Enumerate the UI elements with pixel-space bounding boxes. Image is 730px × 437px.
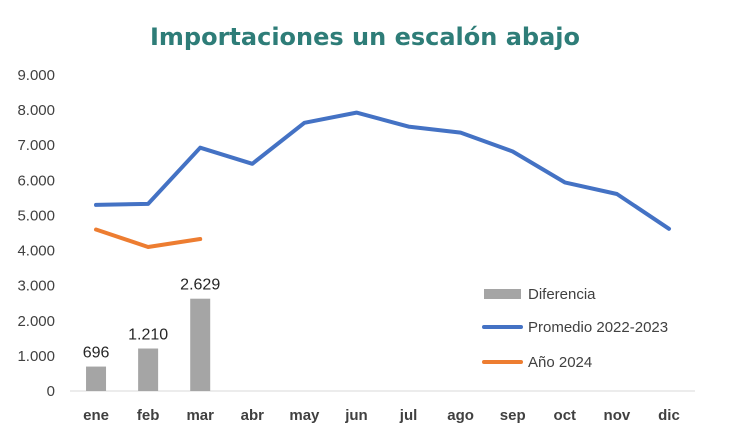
data-label: 2.629 <box>180 277 220 294</box>
x-tick-label: mar <box>186 407 214 424</box>
x-tick-label: sep <box>500 407 526 424</box>
y-tick-label: 1.000 <box>17 348 55 365</box>
x-tick-label: oct <box>554 407 577 424</box>
x-tick-label: dic <box>658 407 680 424</box>
data-label: 1.210 <box>128 327 168 344</box>
x-tick-label: abr <box>241 407 265 424</box>
x-axis: ene feb mar abr may jun jul ago sep oct nov dic <box>83 407 680 424</box>
chart-title: Importaciones un escalón abajo <box>150 23 580 51</box>
y-axis: 0 1.000 2.000 3.000 4.000 5.000 6.000 7.000 8.00… <box>17 67 55 400</box>
y-tick-label: 4.000 <box>17 243 55 260</box>
y-tick-label: 0 <box>47 383 55 400</box>
y-tick-label: 5.000 <box>17 207 55 224</box>
legend-label: Año 2024 <box>528 354 592 371</box>
x-tick-label: ene <box>83 407 109 424</box>
y-tick-label: 3.000 <box>17 278 55 295</box>
x-tick-label: ago <box>447 407 474 424</box>
x-tick-label: nov <box>604 407 631 424</box>
legend-label: Diferencia <box>528 286 596 303</box>
series-line <box>94 227 203 249</box>
y-tick-label: 2.000 <box>17 313 55 330</box>
legend-swatch <box>484 289 521 299</box>
y-tick-label: 8.000 <box>17 102 55 119</box>
data-label: 696 <box>83 345 110 362</box>
bar <box>138 348 159 391</box>
x-tick-label: feb <box>137 407 160 424</box>
data-labels: 696 1.210 2.629 <box>83 277 221 362</box>
legend-label: Promedio 2022-2023 <box>528 319 668 336</box>
y-tick-label: 6.000 <box>17 172 55 189</box>
x-tick-label: may <box>289 407 320 424</box>
line-series <box>94 110 671 249</box>
bar-series <box>86 298 211 391</box>
x-tick-label: jul <box>399 407 418 424</box>
series-line <box>94 110 671 231</box>
x-tick-label: jun <box>344 407 368 424</box>
y-tick-label: 9.000 <box>17 67 55 84</box>
y-tick-label: 7.000 <box>17 137 55 154</box>
bar <box>86 366 107 391</box>
bar <box>190 298 211 391</box>
legend: Diferencia Promedio 2022-2023 Año 2024 <box>482 286 668 371</box>
